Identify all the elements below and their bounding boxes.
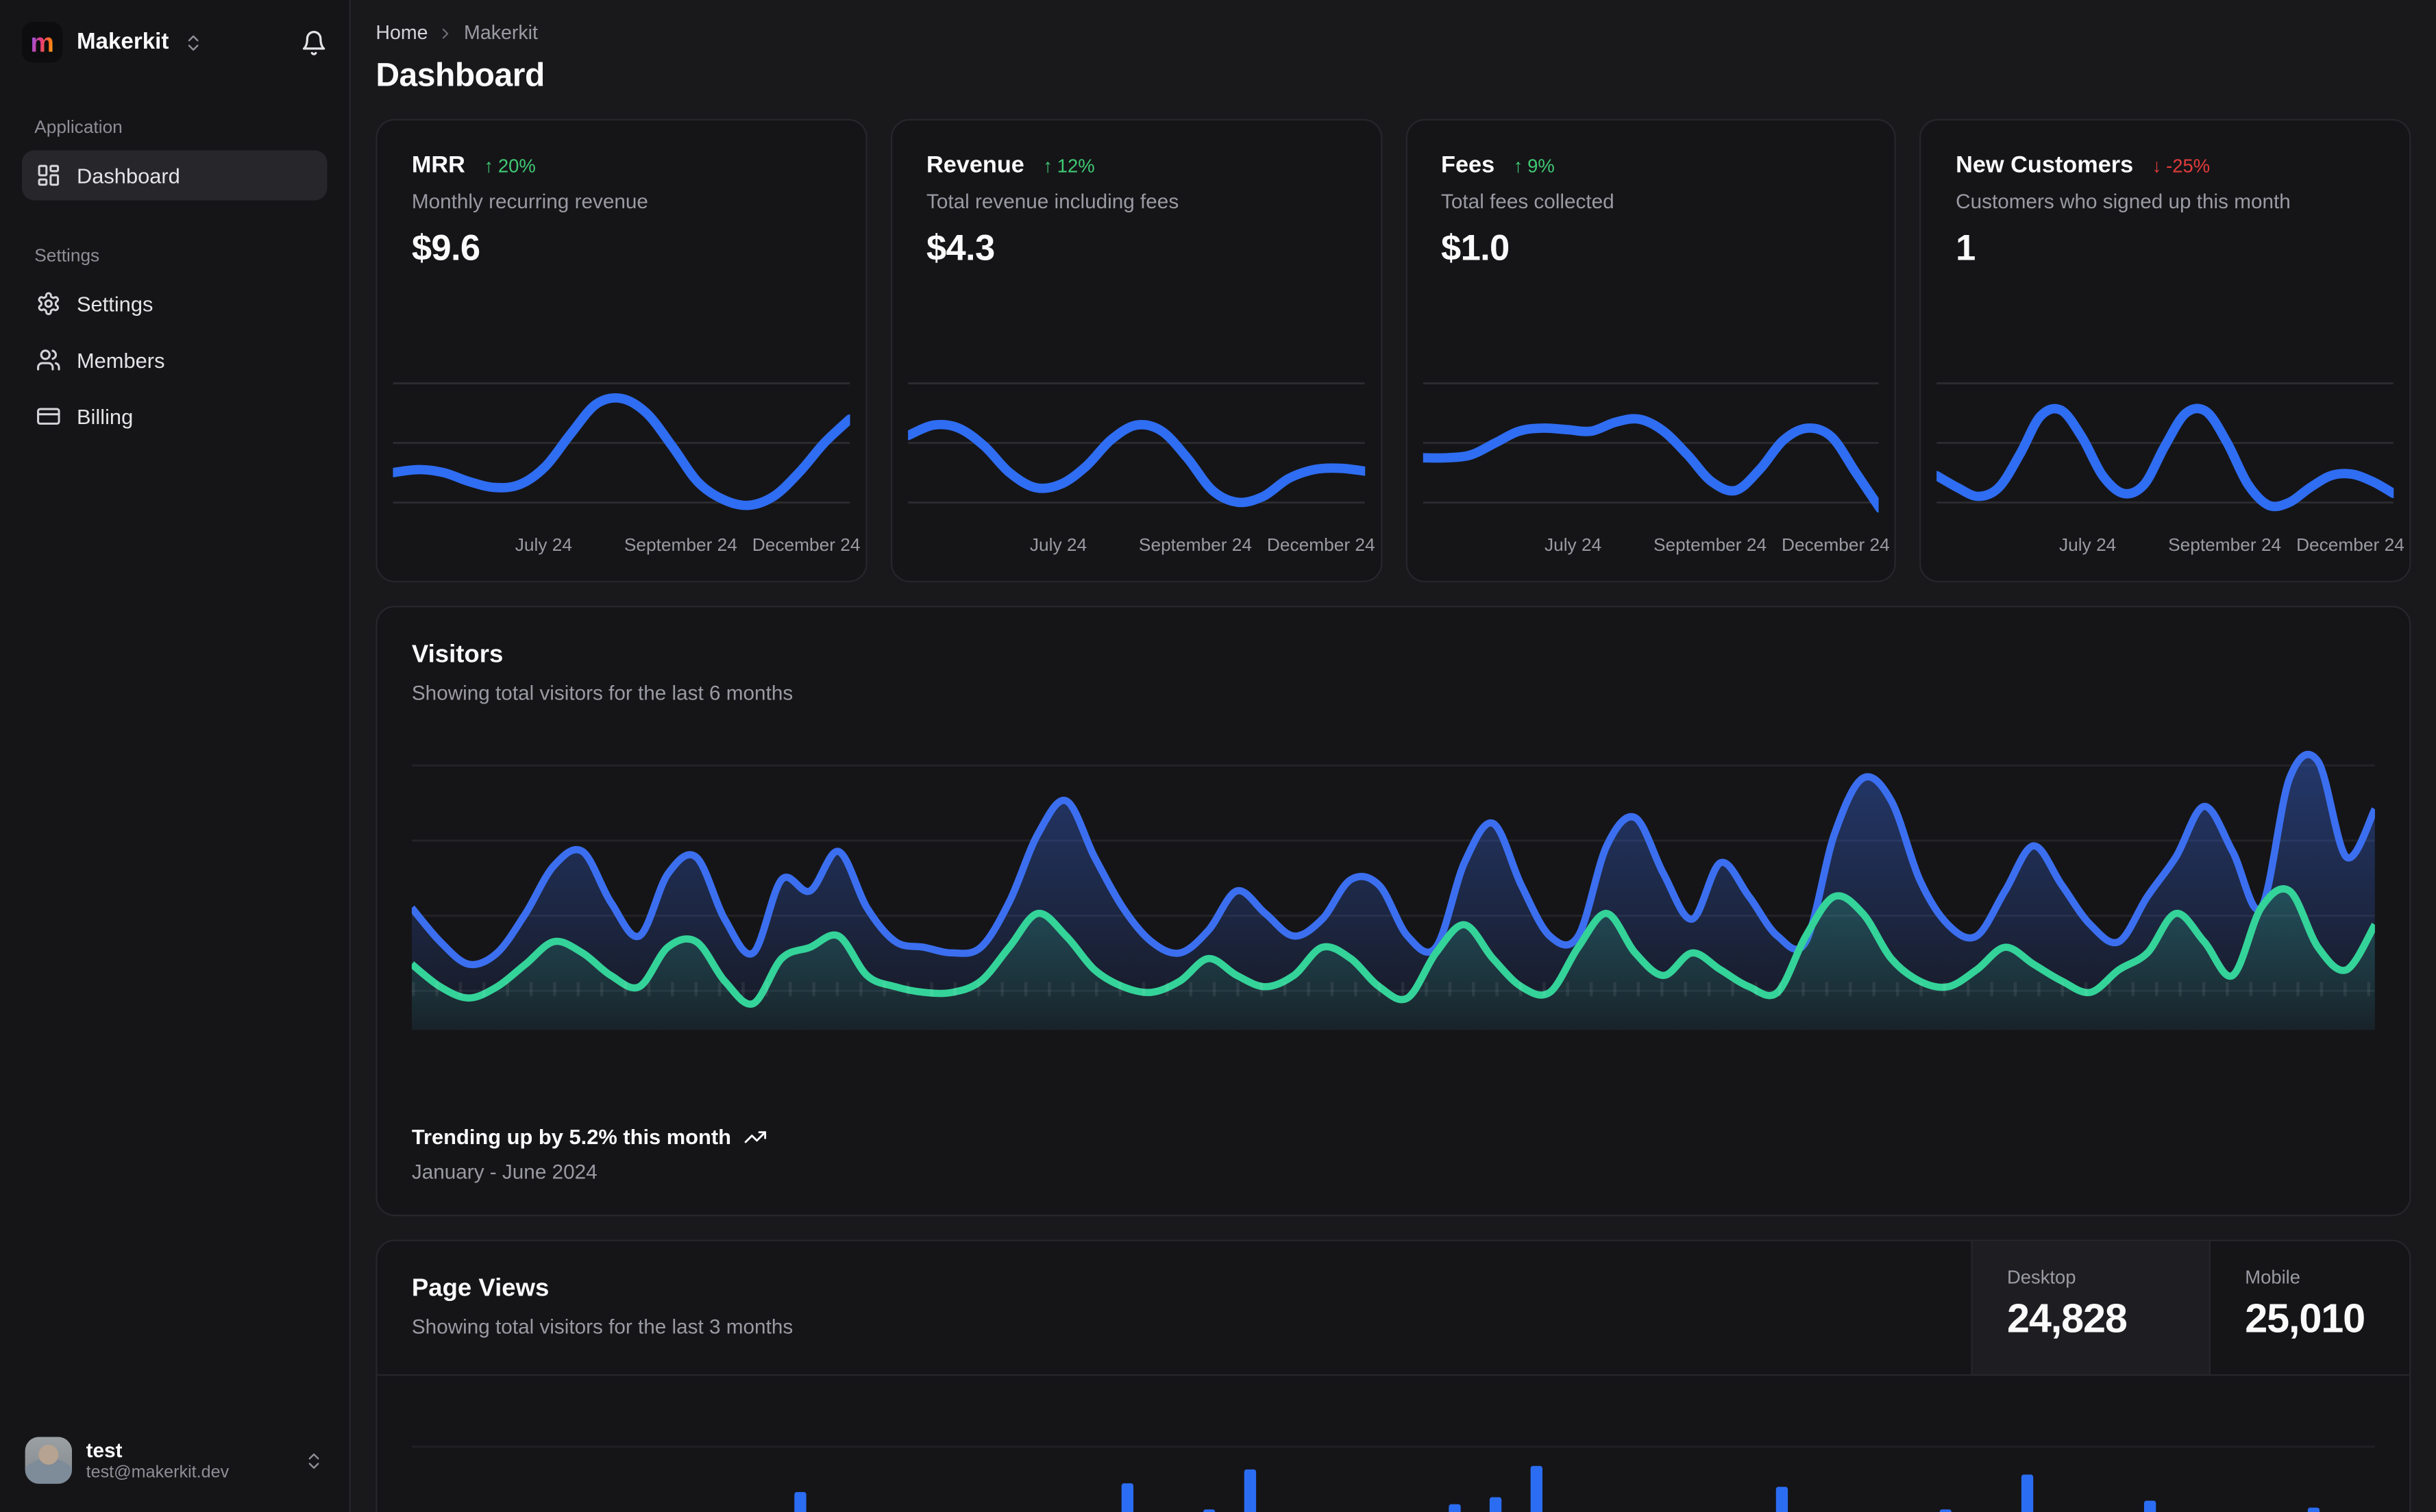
sparkline-chart: July 24 September 24 December 24 bbox=[892, 356, 1380, 562]
workspace-name: Makerkit bbox=[76, 29, 169, 55]
sidebar-item-settings[interactable]: Settings bbox=[22, 279, 328, 329]
gear-icon bbox=[36, 291, 62, 317]
main-content: Home Makerkit Dashboard MRR ↑ 20% Monthly… bbox=[351, 0, 2436, 1512]
trend-badge: ↑ 20% bbox=[484, 154, 536, 177]
stat-title: Revenue bbox=[926, 151, 1024, 179]
workspace-selector[interactable]: m Makerkit bbox=[21, 21, 328, 63]
x-axis-tick-label: July 24 bbox=[2059, 536, 2117, 556]
x-axis-tick-label: December 24 bbox=[1266, 536, 1375, 556]
arrow-up-icon: ↑ bbox=[1043, 154, 1053, 177]
visitors-title: Visitors bbox=[411, 641, 504, 669]
page-views-bar-chart bbox=[412, 1395, 2375, 1512]
arrow-up-icon: ↑ bbox=[484, 154, 494, 177]
arrow-down-icon: ↓ bbox=[2152, 154, 2162, 177]
sidebar-item-dashboard[interactable]: Dashboard bbox=[21, 150, 328, 201]
stat-subtitle: Customers who signed up this month bbox=[1956, 189, 2291, 213]
desktop-label: Desktop bbox=[2006, 1266, 2076, 1289]
users-icon bbox=[36, 347, 62, 373]
mobile-label: Mobile bbox=[2245, 1266, 2301, 1289]
stat-card-mrr: MRR ↑ 20% Monthly recurring revenue $9.6 … bbox=[376, 119, 868, 582]
stat-value: $9.6 bbox=[411, 227, 480, 268]
stat-title: New Customers bbox=[1956, 151, 2134, 179]
x-axis-tick-label: July 24 bbox=[1544, 536, 1602, 556]
stat-card-new-customers: New Customers ↓ -25% Customers who signed… bbox=[1919, 119, 2411, 582]
sparkline-chart: July 24 September 24 December 24 bbox=[1407, 356, 1895, 562]
breadcrumb-current: Makerkit bbox=[464, 21, 538, 44]
x-axis-tick-label: September 24 bbox=[1653, 536, 1767, 556]
sidebar: m Makerkit Application Dashboard Setting… bbox=[0, 0, 351, 1512]
stat-value: $4.3 bbox=[926, 227, 995, 268]
chevrons-up-down-icon bbox=[183, 32, 204, 53]
x-axis-tick-label: December 24 bbox=[752, 536, 861, 556]
visitors-area-chart bbox=[378, 730, 2410, 1030]
stat-subtitle: Monthly recurring revenue bbox=[411, 189, 648, 213]
visitors-date-range: January - June 2024 bbox=[411, 1159, 598, 1184]
user-avatar bbox=[25, 1437, 73, 1484]
user-menu-button[interactable]: test test@makerkit.dev bbox=[22, 1428, 328, 1494]
mobile-value: 25,010 bbox=[2245, 1294, 2365, 1341]
x-axis-tick-label: September 24 bbox=[2168, 536, 2282, 556]
page-views-toggle-desktop[interactable]: Desktop 24,828 bbox=[1971, 1241, 2209, 1374]
sidebar-item-label: Billing bbox=[76, 404, 134, 428]
x-axis-tick-label: December 24 bbox=[2296, 536, 2404, 556]
stat-cards-row: MRR ↑ 20% Monthly recurring revenue $9.6 … bbox=[376, 119, 2411, 582]
chevron-right-icon bbox=[437, 24, 454, 41]
visitors-panel: Visitors Showing total visitors for the … bbox=[376, 606, 2411, 1217]
breadcrumb-home-link[interactable]: Home bbox=[376, 21, 428, 44]
nav-section-settings: Settings bbox=[34, 247, 100, 267]
sidebar-item-label: Members bbox=[76, 348, 165, 372]
page-title: Dashboard bbox=[376, 58, 545, 95]
layout-dashboard-icon bbox=[36, 163, 62, 188]
breadcrumb: Home Makerkit bbox=[376, 22, 2411, 44]
stat-title: MRR bbox=[411, 151, 465, 179]
sidebar-item-members[interactable]: Members bbox=[22, 335, 328, 385]
trend-badge: ↑ 12% bbox=[1043, 154, 1095, 177]
page-views-panel: Page Views Showing total visitors for th… bbox=[376, 1239, 2411, 1512]
stat-card-revenue: Revenue ↑ 12% Total revenue including fee… bbox=[890, 119, 1382, 582]
visitors-trend-text: Trending up by 5.2% this month bbox=[411, 1125, 731, 1149]
sidebar-item-label: Dashboard bbox=[76, 163, 180, 188]
x-axis-tick-label: September 24 bbox=[624, 536, 737, 556]
arrow-up-icon: ↑ bbox=[1513, 154, 1523, 177]
stat-subtitle: Total fees collected bbox=[1441, 189, 1614, 213]
trend-badge: ↑ 9% bbox=[1513, 154, 1555, 177]
nav-section-application: Application bbox=[34, 119, 123, 138]
page-views-header: Page Views Showing total visitors for th… bbox=[377, 1241, 2410, 1376]
visitors-footer: Trending up by 5.2% this month January -… bbox=[378, 1125, 2410, 1184]
page-views-toggle-mobile[interactable]: Mobile 25,010 bbox=[2209, 1241, 2409, 1374]
page-views-subtitle: Showing total visitors for the last 3 mo… bbox=[411, 1315, 793, 1339]
x-axis-tick-label: December 24 bbox=[1781, 536, 1890, 556]
x-axis-tick-label: July 24 bbox=[515, 536, 573, 556]
trending-up-icon bbox=[743, 1126, 767, 1149]
sidebar-item-billing[interactable]: Billing bbox=[22, 391, 328, 441]
stat-subtitle: Total revenue including fees bbox=[926, 189, 1179, 213]
sparkline-chart: July 24 September 24 December 24 bbox=[378, 356, 865, 562]
trend-badge: ↓ -25% bbox=[2152, 154, 2211, 177]
x-axis-tick-label: September 24 bbox=[1138, 536, 1253, 556]
user-email: test@makerkit.dev bbox=[86, 1463, 230, 1483]
visitors-subtitle: Showing total visitors for the last 6 mo… bbox=[411, 680, 793, 705]
user-name: test bbox=[86, 1438, 123, 1462]
x-axis-tick-label: July 24 bbox=[1029, 536, 1087, 556]
credit-card-icon bbox=[36, 404, 62, 429]
stat-value: $1.0 bbox=[1441, 227, 1510, 268]
page-views-title: Page Views bbox=[411, 1276, 550, 1302]
sparkline-chart: July 24 September 24 December 24 bbox=[1921, 356, 2409, 562]
desktop-value: 24,828 bbox=[2006, 1294, 2128, 1341]
sidebar-item-label: Settings bbox=[76, 292, 153, 316]
chevrons-up-down-icon bbox=[304, 1450, 324, 1471]
stat-title: Fees bbox=[1441, 151, 1495, 179]
stat-card-fees: Fees ↑ 9% Total fees collected $1.0 July … bbox=[1405, 119, 1897, 582]
makerkit-logo: m bbox=[21, 21, 63, 63]
notifications-bell-icon[interactable] bbox=[301, 29, 328, 55]
stat-value: 1 bbox=[1956, 227, 1976, 268]
